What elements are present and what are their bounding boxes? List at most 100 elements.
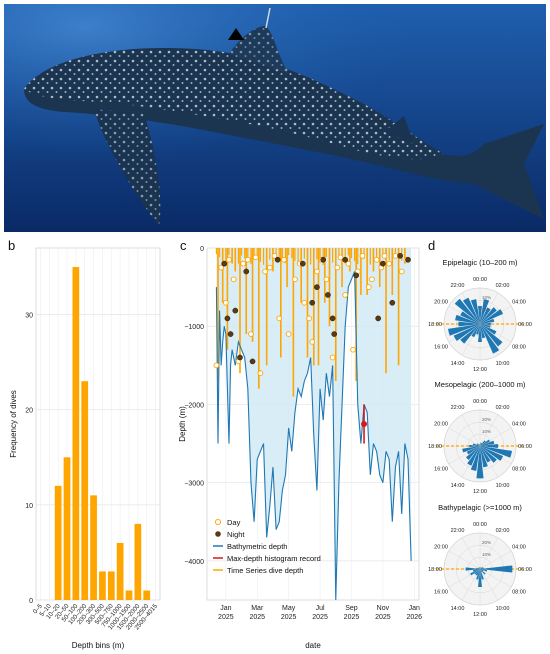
day-point [276, 315, 283, 322]
polar-ring-label: 10% [482, 429, 491, 434]
night-point [299, 260, 306, 267]
y-tick-label: 10 [25, 503, 33, 510]
day-point [381, 252, 388, 259]
polar-hour-label: 04:00 [512, 300, 526, 306]
polar-bar [480, 442, 483, 446]
night-point [227, 331, 234, 337]
polar-bar [474, 569, 480, 575]
depth-timeseries-chart: 0 −1000 −2000 −3000 −4000 Jan 2025 Mar 2025 May 20… [178, 246, 422, 650]
polar-bar [480, 324, 486, 339]
polar-bar [480, 307, 497, 324]
day-point [271, 252, 278, 259]
histogram-bar [134, 523, 142, 600]
polar-bar [480, 566, 484, 569]
polar-bar [480, 446, 504, 461]
polar-ring-label: 10% [482, 552, 491, 557]
polar-hour-label: 08:00 [512, 590, 526, 596]
night-point [232, 307, 239, 314]
polar-bar [480, 324, 503, 347]
day-point [309, 339, 316, 345]
polar-hour-label: 12:00 [473, 489, 487, 495]
legend-day-marker [214, 518, 222, 526]
polar-chart-bathypelagic: 10% 20% 00:00 02:00 04:00 06:00 08:00 10:00 12:0… [428, 522, 532, 618]
y-tick-label: −1000 [184, 324, 204, 331]
x-axis-label: Depth bins (m) [72, 641, 125, 650]
night-point [405, 256, 411, 263]
histogram-bar [72, 267, 80, 600]
polar-hour-label: 16:00 [434, 467, 448, 473]
polar-ring-label: 20% [482, 540, 491, 545]
polar-spoke [479, 537, 499, 570]
polar-hour-label: 08:00 [512, 467, 526, 473]
polar-bar [480, 569, 483, 573]
polar-bar [478, 306, 482, 324]
panel-label-c: c [180, 238, 187, 253]
polar-bar [454, 298, 480, 324]
y-axis-label: Frequency of dives [9, 390, 18, 458]
polar-bar [479, 444, 480, 446]
max-depth-point [361, 421, 368, 427]
night-point [274, 256, 281, 263]
polar-bar [476, 567, 480, 569]
day-point [266, 264, 273, 271]
polar-hour-label: 14:00 [451, 483, 465, 489]
polar-bar [480, 446, 497, 463]
polar-spoke [479, 568, 512, 588]
polar-hour-label: 04:00 [512, 422, 526, 428]
x-tick-label: 2025 [218, 614, 234, 621]
day-point [226, 256, 232, 263]
day-point [285, 331, 292, 337]
night-point [325, 292, 331, 298]
histogram-bar [54, 485, 62, 600]
polar-hour-label: 20:00 [434, 545, 448, 551]
day-point [392, 252, 399, 259]
polar-bar [480, 569, 484, 580]
polar-bar [480, 567, 482, 569]
polar-title-epipelagic: Epipelagic (10–200 m) [442, 258, 518, 267]
polar-spoke [448, 427, 481, 447]
polar-bar [479, 567, 480, 569]
histogram-bar [99, 571, 106, 600]
polar-bar [470, 446, 480, 471]
polar-bar [460, 324, 480, 344]
polar-bar [480, 440, 495, 446]
day-point [252, 254, 259, 261]
night-point [249, 358, 256, 365]
x-tick-label: 2025 [375, 614, 391, 621]
polar-spoke [479, 550, 512, 570]
polar-bar [480, 440, 486, 446]
polar-bar [480, 567, 481, 569]
day-point [244, 256, 251, 263]
night-point [243, 268, 250, 275]
day-point [350, 346, 356, 353]
polar-bar [472, 569, 480, 572]
polar-hour-label: 16:00 [434, 590, 448, 596]
night-point [389, 299, 396, 306]
night-point [342, 256, 349, 263]
histogram-bar [90, 495, 97, 600]
polar-hour-label: 18:00 [428, 567, 442, 573]
polar-bar [476, 324, 480, 335]
y-tick-label: 20 [25, 408, 33, 415]
polar-spoke [479, 568, 499, 601]
x-tick-label: Jan [409, 605, 420, 612]
polar-hour-label: 10:00 [496, 606, 510, 612]
polar-hour-label: 00:00 [473, 522, 487, 528]
panel-label-b: b [8, 238, 16, 253]
x-tick-label: 2025 [281, 614, 297, 621]
night-point [375, 315, 382, 322]
legend-night-marker [215, 531, 221, 537]
polar-chart-epipelagic: 5% 10% 00:00 02:00 04:00 06:00 08:00 10:00 12:00… [428, 277, 532, 373]
polar-hour-label: 10:00 [496, 361, 510, 367]
polar-spoke [461, 537, 481, 570]
day-point [257, 370, 264, 377]
polar-hour-label: 12:00 [473, 367, 487, 373]
polar-bar [467, 446, 480, 466]
night-point [380, 260, 386, 267]
day-point [398, 268, 405, 275]
y-tick-label: −4000 [184, 559, 204, 566]
polar-hour-label: 20:00 [434, 422, 448, 428]
day-point [222, 299, 229, 306]
polar-bar [465, 446, 480, 461]
day-point [329, 354, 336, 361]
